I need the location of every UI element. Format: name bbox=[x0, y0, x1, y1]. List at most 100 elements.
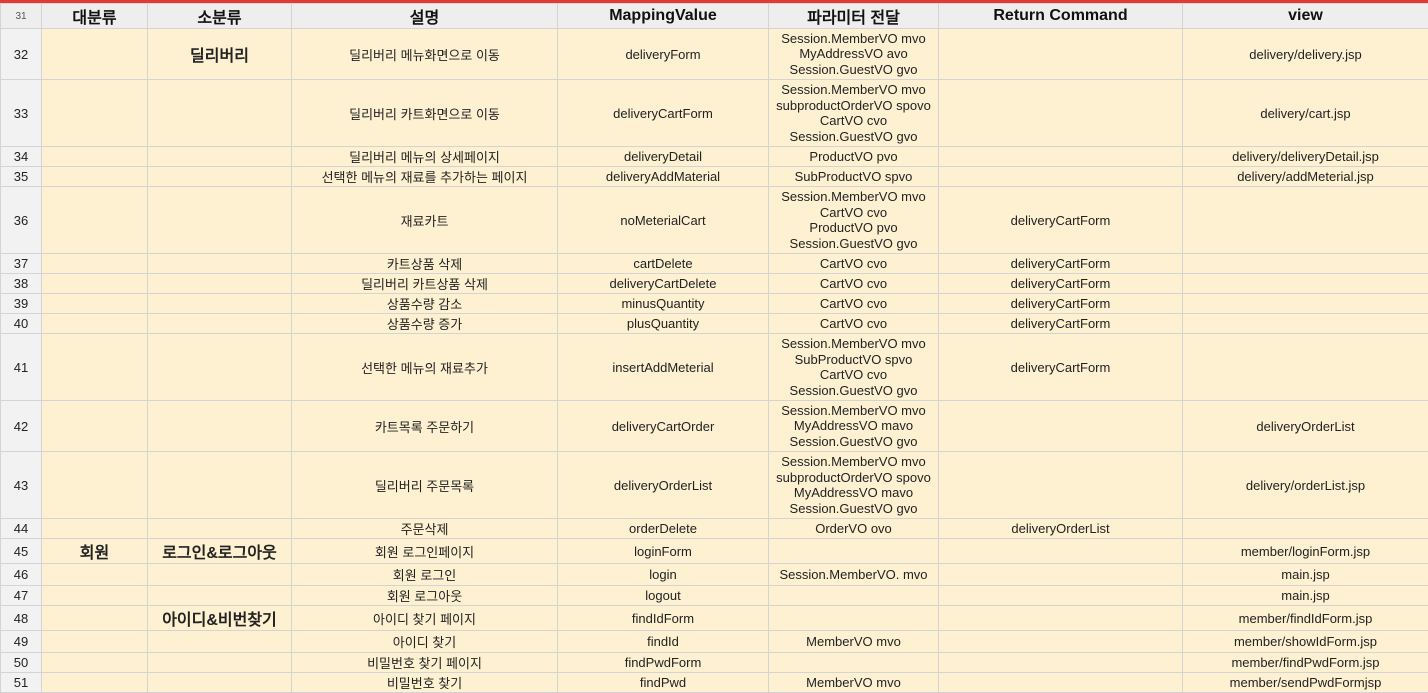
cell-view[interactable] bbox=[1183, 187, 1428, 254]
cell-minor-category[interactable] bbox=[148, 254, 292, 274]
cell-major-category[interactable] bbox=[42, 80, 148, 147]
row-number[interactable]: 32 bbox=[1, 29, 42, 80]
cell-description[interactable]: 상품수량 감소 bbox=[292, 294, 558, 314]
row-number[interactable]: 48 bbox=[1, 606, 42, 631]
cell-mapping-value[interactable]: orderDelete bbox=[558, 519, 769, 539]
row-number[interactable]: 47 bbox=[1, 586, 42, 606]
cell-mapping-value[interactable]: noMeterialCart bbox=[558, 187, 769, 254]
cell-major-category[interactable] bbox=[42, 452, 148, 519]
cell-minor-category[interactable] bbox=[148, 631, 292, 653]
cell-return-command[interactable] bbox=[939, 673, 1183, 693]
cell-parameters[interactable]: CartVO cvo bbox=[769, 314, 939, 334]
cell-view[interactable]: member/sendPwdFormjsp bbox=[1183, 673, 1428, 693]
cell-minor-category[interactable] bbox=[148, 653, 292, 673]
cell-description[interactable]: 비밀번호 찾기 bbox=[292, 673, 558, 693]
cell-view[interactable]: main.jsp bbox=[1183, 586, 1428, 606]
cell-description[interactable]: 재료카트 bbox=[292, 187, 558, 254]
cell-major-category[interactable] bbox=[42, 274, 148, 294]
cell-major-category[interactable] bbox=[42, 631, 148, 653]
cell-description[interactable]: 딜리버리 주문목록 bbox=[292, 452, 558, 519]
row-number[interactable]: 45 bbox=[1, 539, 42, 564]
cell-description[interactable]: 선택한 메뉴의 재료추가 bbox=[292, 334, 558, 401]
cell-description[interactable]: 회원 로그인 bbox=[292, 564, 558, 586]
cell-return-command[interactable] bbox=[939, 29, 1183, 80]
cell-parameters[interactable] bbox=[769, 606, 939, 631]
cell-view[interactable] bbox=[1183, 334, 1428, 401]
header-cell-minor-category[interactable]: 소분류 bbox=[148, 4, 292, 29]
row-number[interactable]: 39 bbox=[1, 294, 42, 314]
cell-mapping-value[interactable]: minusQuantity bbox=[558, 294, 769, 314]
cell-minor-category[interactable] bbox=[148, 167, 292, 187]
cell-return-command[interactable] bbox=[939, 80, 1183, 147]
cell-mapping-value[interactable]: loginForm bbox=[558, 539, 769, 564]
row-number[interactable]: 51 bbox=[1, 673, 42, 693]
cell-major-category[interactable] bbox=[42, 653, 148, 673]
cell-description[interactable]: 딜리버리 메뉴화면으로 이동 bbox=[292, 29, 558, 80]
cell-return-command[interactable]: deliveryCartForm bbox=[939, 274, 1183, 294]
cell-major-category[interactable] bbox=[42, 254, 148, 274]
cell-minor-category[interactable] bbox=[148, 452, 292, 519]
cell-view[interactable] bbox=[1183, 254, 1428, 274]
cell-minor-category[interactable] bbox=[148, 147, 292, 167]
row-number[interactable]: 35 bbox=[1, 167, 42, 187]
cell-mapping-value[interactable]: deliveryCartForm bbox=[558, 80, 769, 147]
cell-description[interactable]: 주문삭제 bbox=[292, 519, 558, 539]
cell-minor-category[interactable] bbox=[148, 334, 292, 401]
cell-return-command[interactable] bbox=[939, 452, 1183, 519]
cell-return-command[interactable]: deliveryCartForm bbox=[939, 187, 1183, 254]
cell-return-command[interactable]: deliveryCartForm bbox=[939, 294, 1183, 314]
cell-view[interactable] bbox=[1183, 314, 1428, 334]
cell-major-category[interactable] bbox=[42, 519, 148, 539]
row-number[interactable]: 38 bbox=[1, 274, 42, 294]
cell-parameters[interactable]: ProductVO pvo bbox=[769, 147, 939, 167]
header-cell-parameters[interactable]: 파라미터 전달 bbox=[769, 4, 939, 29]
row-number[interactable]: 43 bbox=[1, 452, 42, 519]
cell-parameters[interactable]: SubProductVO spvo bbox=[769, 167, 939, 187]
cell-return-command[interactable] bbox=[939, 147, 1183, 167]
cell-mapping-value[interactable]: findIdForm bbox=[558, 606, 769, 631]
cell-view[interactable]: delivery/deliveryDetail.jsp bbox=[1183, 147, 1428, 167]
cell-description[interactable]: 딜리버리 메뉴의 상세페이지 bbox=[292, 147, 558, 167]
cell-mapping-value[interactable]: deliveryForm bbox=[558, 29, 769, 80]
cell-minor-category[interactable] bbox=[148, 673, 292, 693]
cell-mapping-value[interactable]: logout bbox=[558, 586, 769, 606]
cell-view[interactable]: delivery/orderList.jsp bbox=[1183, 452, 1428, 519]
cell-major-category[interactable] bbox=[42, 606, 148, 631]
cell-parameters[interactable] bbox=[769, 653, 939, 673]
cell-minor-category[interactable] bbox=[148, 401, 292, 452]
cell-major-category[interactable] bbox=[42, 167, 148, 187]
cell-major-category[interactable] bbox=[42, 147, 148, 167]
cell-return-command[interactable] bbox=[939, 539, 1183, 564]
cell-major-category[interactable]: 회원 bbox=[42, 539, 148, 564]
row-number[interactable]: 37 bbox=[1, 254, 42, 274]
cell-mapping-value[interactable]: deliveryOrderList bbox=[558, 452, 769, 519]
header-cell-view[interactable]: view bbox=[1183, 4, 1428, 29]
cell-parameters[interactable]: MemberVO mvo bbox=[769, 631, 939, 653]
row-number[interactable]: 44 bbox=[1, 519, 42, 539]
cell-view[interactable]: member/findPwdForm.jsp bbox=[1183, 653, 1428, 673]
cell-mapping-value[interactable]: deliveryDetail bbox=[558, 147, 769, 167]
row-number[interactable]: 34 bbox=[1, 147, 42, 167]
cell-mapping-value[interactable]: plusQuantity bbox=[558, 314, 769, 334]
cell-return-command[interactable] bbox=[939, 653, 1183, 673]
cell-return-command[interactable]: deliveryCartForm bbox=[939, 314, 1183, 334]
cell-description[interactable]: 회원 로그아웃 bbox=[292, 586, 558, 606]
cell-minor-category[interactable] bbox=[148, 274, 292, 294]
cell-minor-category[interactable] bbox=[148, 187, 292, 254]
cell-return-command[interactable] bbox=[939, 401, 1183, 452]
cell-major-category[interactable] bbox=[42, 334, 148, 401]
header-cell-description[interactable]: 설명 bbox=[292, 4, 558, 29]
cell-return-command[interactable]: deliveryCartForm bbox=[939, 334, 1183, 401]
cell-major-category[interactable] bbox=[42, 564, 148, 586]
cell-description[interactable]: 딜리버리 카트화면으로 이동 bbox=[292, 80, 558, 147]
cell-return-command[interactable]: deliveryCartForm bbox=[939, 254, 1183, 274]
cell-return-command[interactable] bbox=[939, 564, 1183, 586]
cell-major-category[interactable] bbox=[42, 314, 148, 334]
cell-parameters[interactable]: CartVO cvo bbox=[769, 294, 939, 314]
cell-description[interactable]: 아이디 찾기 bbox=[292, 631, 558, 653]
